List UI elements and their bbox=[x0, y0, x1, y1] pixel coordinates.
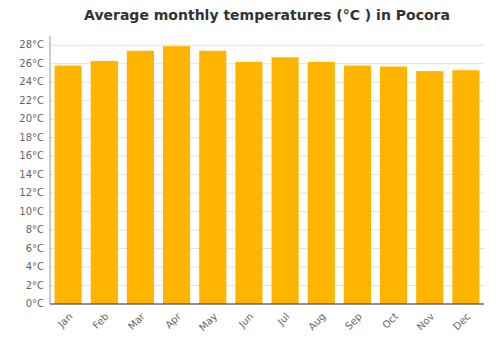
y-tick-label: 0°C bbox=[26, 298, 44, 309]
y-tick-label: 4°C bbox=[26, 261, 44, 272]
grid-line bbox=[50, 45, 484, 46]
y-tick-label: 6°C bbox=[26, 243, 44, 254]
x-tick-label: Mar bbox=[126, 310, 148, 332]
y-grid bbox=[50, 45, 484, 304]
y-tick-label: 2°C bbox=[26, 280, 44, 291]
y-tick-label: 18°C bbox=[19, 132, 44, 143]
x-tick-labels: Jan Feb Mar Apr May Jun Jul Aug Sep Oct Nov Dec bbox=[55, 310, 472, 333]
x-tick-label: Oct bbox=[380, 311, 400, 331]
x-tick-label: Jan bbox=[55, 311, 74, 330]
bar bbox=[235, 62, 262, 304]
bar bbox=[308, 62, 335, 304]
bar bbox=[416, 71, 443, 304]
x-axis-line bbox=[50, 304, 484, 305]
x-tick-label: Nov bbox=[415, 311, 437, 333]
x-tick-label: May bbox=[197, 311, 219, 333]
x-tick-label: Apr bbox=[163, 310, 184, 331]
x-tick-label: Feb bbox=[90, 311, 110, 331]
y-tick-label: 28°C bbox=[19, 39, 44, 50]
y-tick-label: 24°C bbox=[19, 76, 44, 87]
y-tick-label: 20°C bbox=[19, 113, 44, 124]
x-tick-label: Aug bbox=[306, 311, 328, 333]
y-tick-label: 10°C bbox=[19, 206, 44, 217]
bar bbox=[199, 51, 226, 304]
y-axis-line bbox=[50, 36, 51, 304]
y-tick-label: 22°C bbox=[19, 95, 44, 106]
y-tick-label: 16°C bbox=[19, 150, 44, 161]
y-tick-label: 26°C bbox=[19, 58, 44, 69]
y-tick-label: 8°C bbox=[26, 224, 44, 235]
x-tick-label: Sep bbox=[343, 311, 364, 332]
bar bbox=[344, 66, 371, 304]
y-tick-label: 12°C bbox=[19, 187, 44, 198]
bar bbox=[163, 46, 190, 304]
title: Average monthly temperatures (°C ) in Po… bbox=[84, 7, 450, 23]
bar bbox=[452, 70, 479, 304]
x-tick-label: Dec bbox=[451, 311, 472, 332]
bar bbox=[380, 66, 407, 304]
page: {"chart_data": {"type": "bar", "title": … bbox=[0, 0, 500, 350]
bar bbox=[91, 61, 118, 304]
chart-container: 0°C 2°C 4°C 6°C 8°C 10°C 12°C 14°C 16°C 18°C 20°C 2… bbox=[0, 0, 500, 350]
grid-line bbox=[50, 304, 484, 305]
y-tick-labels: 0°C 2°C 4°C 6°C 8°C 10°C 12°C 14°C 16°C 18°C 20°C 2… bbox=[19, 39, 44, 309]
bar bbox=[272, 57, 299, 304]
y-tick-label: 14°C bbox=[19, 169, 44, 180]
chart: 0°C 2°C 4°C 6°C 8°C 10°C 12°C 14°C 16°C 18°C 20°C 2… bbox=[0, 0, 500, 350]
bars bbox=[55, 46, 480, 304]
bar bbox=[127, 51, 154, 304]
bar bbox=[55, 66, 82, 304]
x-tick-label: Jul bbox=[275, 311, 292, 328]
x-tick-label: Jun bbox=[236, 311, 256, 331]
